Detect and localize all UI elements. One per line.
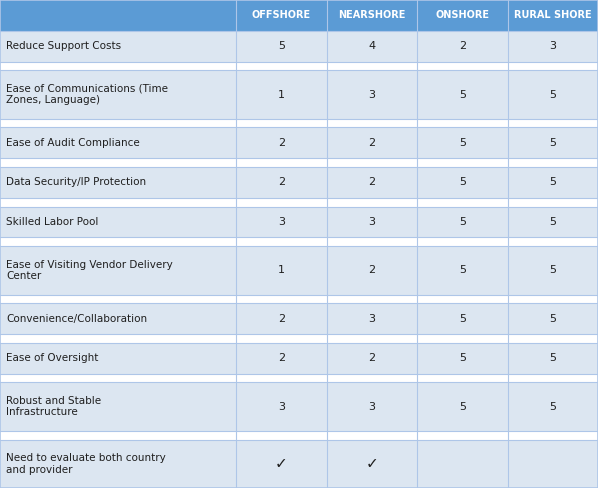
Text: 2: 2 xyxy=(368,178,376,187)
Bar xyxy=(0,167,598,198)
Text: 2: 2 xyxy=(368,353,376,363)
Text: 5: 5 xyxy=(550,314,556,324)
Bar xyxy=(0,304,598,334)
Text: 2: 2 xyxy=(368,138,376,148)
Text: Data Security/IP Protection: Data Security/IP Protection xyxy=(6,178,146,187)
Text: Robust and Stable
Infrastructure: Robust and Stable Infrastructure xyxy=(6,396,101,417)
Text: ✓: ✓ xyxy=(275,456,288,471)
Text: 5: 5 xyxy=(459,402,466,412)
Text: Ease of Audit Compliance: Ease of Audit Compliance xyxy=(6,138,140,148)
Text: 5: 5 xyxy=(459,138,466,148)
Text: Skilled Labor Pool: Skilled Labor Pool xyxy=(6,217,99,227)
Text: NEARSHORE: NEARSHORE xyxy=(338,10,405,20)
Bar xyxy=(0,198,598,206)
Text: 3: 3 xyxy=(368,314,376,324)
Text: RURAL SHORE: RURAL SHORE xyxy=(514,10,591,20)
Text: ✓: ✓ xyxy=(365,456,379,471)
Text: 3: 3 xyxy=(278,217,285,227)
Text: 5: 5 xyxy=(550,178,556,187)
Text: 2: 2 xyxy=(368,265,376,275)
Bar xyxy=(0,246,598,295)
Text: 5: 5 xyxy=(550,138,556,148)
Text: 5: 5 xyxy=(459,89,466,100)
Text: 5: 5 xyxy=(550,265,556,275)
Text: 3: 3 xyxy=(368,402,376,412)
Text: 5: 5 xyxy=(459,178,466,187)
Text: 5: 5 xyxy=(550,402,556,412)
Text: 1: 1 xyxy=(278,89,285,100)
Text: OFFSHORE: OFFSHORE xyxy=(252,10,311,20)
Text: 5: 5 xyxy=(459,314,466,324)
Text: 5: 5 xyxy=(278,41,285,51)
Text: 1: 1 xyxy=(278,265,285,275)
Bar xyxy=(0,206,598,237)
Bar xyxy=(0,440,598,488)
Bar xyxy=(0,334,598,343)
Bar xyxy=(0,343,598,374)
Text: 3: 3 xyxy=(368,217,376,227)
Text: Need to evaluate both country
and provider: Need to evaluate both country and provid… xyxy=(6,453,166,475)
Text: 2: 2 xyxy=(278,178,285,187)
Text: ONSHORE: ONSHORE xyxy=(435,10,489,20)
Bar xyxy=(0,127,598,158)
Bar xyxy=(0,295,598,304)
Bar xyxy=(0,431,598,440)
Bar xyxy=(0,374,598,383)
Text: 2: 2 xyxy=(278,138,285,148)
Text: Ease of Oversight: Ease of Oversight xyxy=(6,353,99,363)
Bar xyxy=(0,70,598,119)
Text: 4: 4 xyxy=(368,41,376,51)
Text: 2: 2 xyxy=(278,353,285,363)
Text: 2: 2 xyxy=(459,41,466,51)
Bar xyxy=(0,158,598,167)
Bar xyxy=(0,237,598,246)
Bar xyxy=(0,31,598,61)
Text: 3: 3 xyxy=(278,402,285,412)
Text: Reduce Support Costs: Reduce Support Costs xyxy=(6,41,121,51)
Text: 5: 5 xyxy=(550,353,556,363)
Text: 2: 2 xyxy=(278,314,285,324)
Text: 5: 5 xyxy=(459,353,466,363)
Text: Ease of Communications (Time
Zones, Language): Ease of Communications (Time Zones, Lang… xyxy=(6,84,168,105)
Text: 5: 5 xyxy=(459,217,466,227)
Text: 3: 3 xyxy=(368,89,376,100)
Bar xyxy=(0,383,598,431)
Text: 5: 5 xyxy=(550,217,556,227)
Bar xyxy=(0,119,598,127)
Bar xyxy=(0,0,598,31)
Text: 3: 3 xyxy=(550,41,556,51)
Text: Ease of Visiting Vendor Delivery
Center: Ease of Visiting Vendor Delivery Center xyxy=(6,260,173,281)
Text: 5: 5 xyxy=(550,89,556,100)
Text: Convenience/Collaboration: Convenience/Collaboration xyxy=(6,314,147,324)
Text: 5: 5 xyxy=(459,265,466,275)
Bar xyxy=(0,61,598,70)
